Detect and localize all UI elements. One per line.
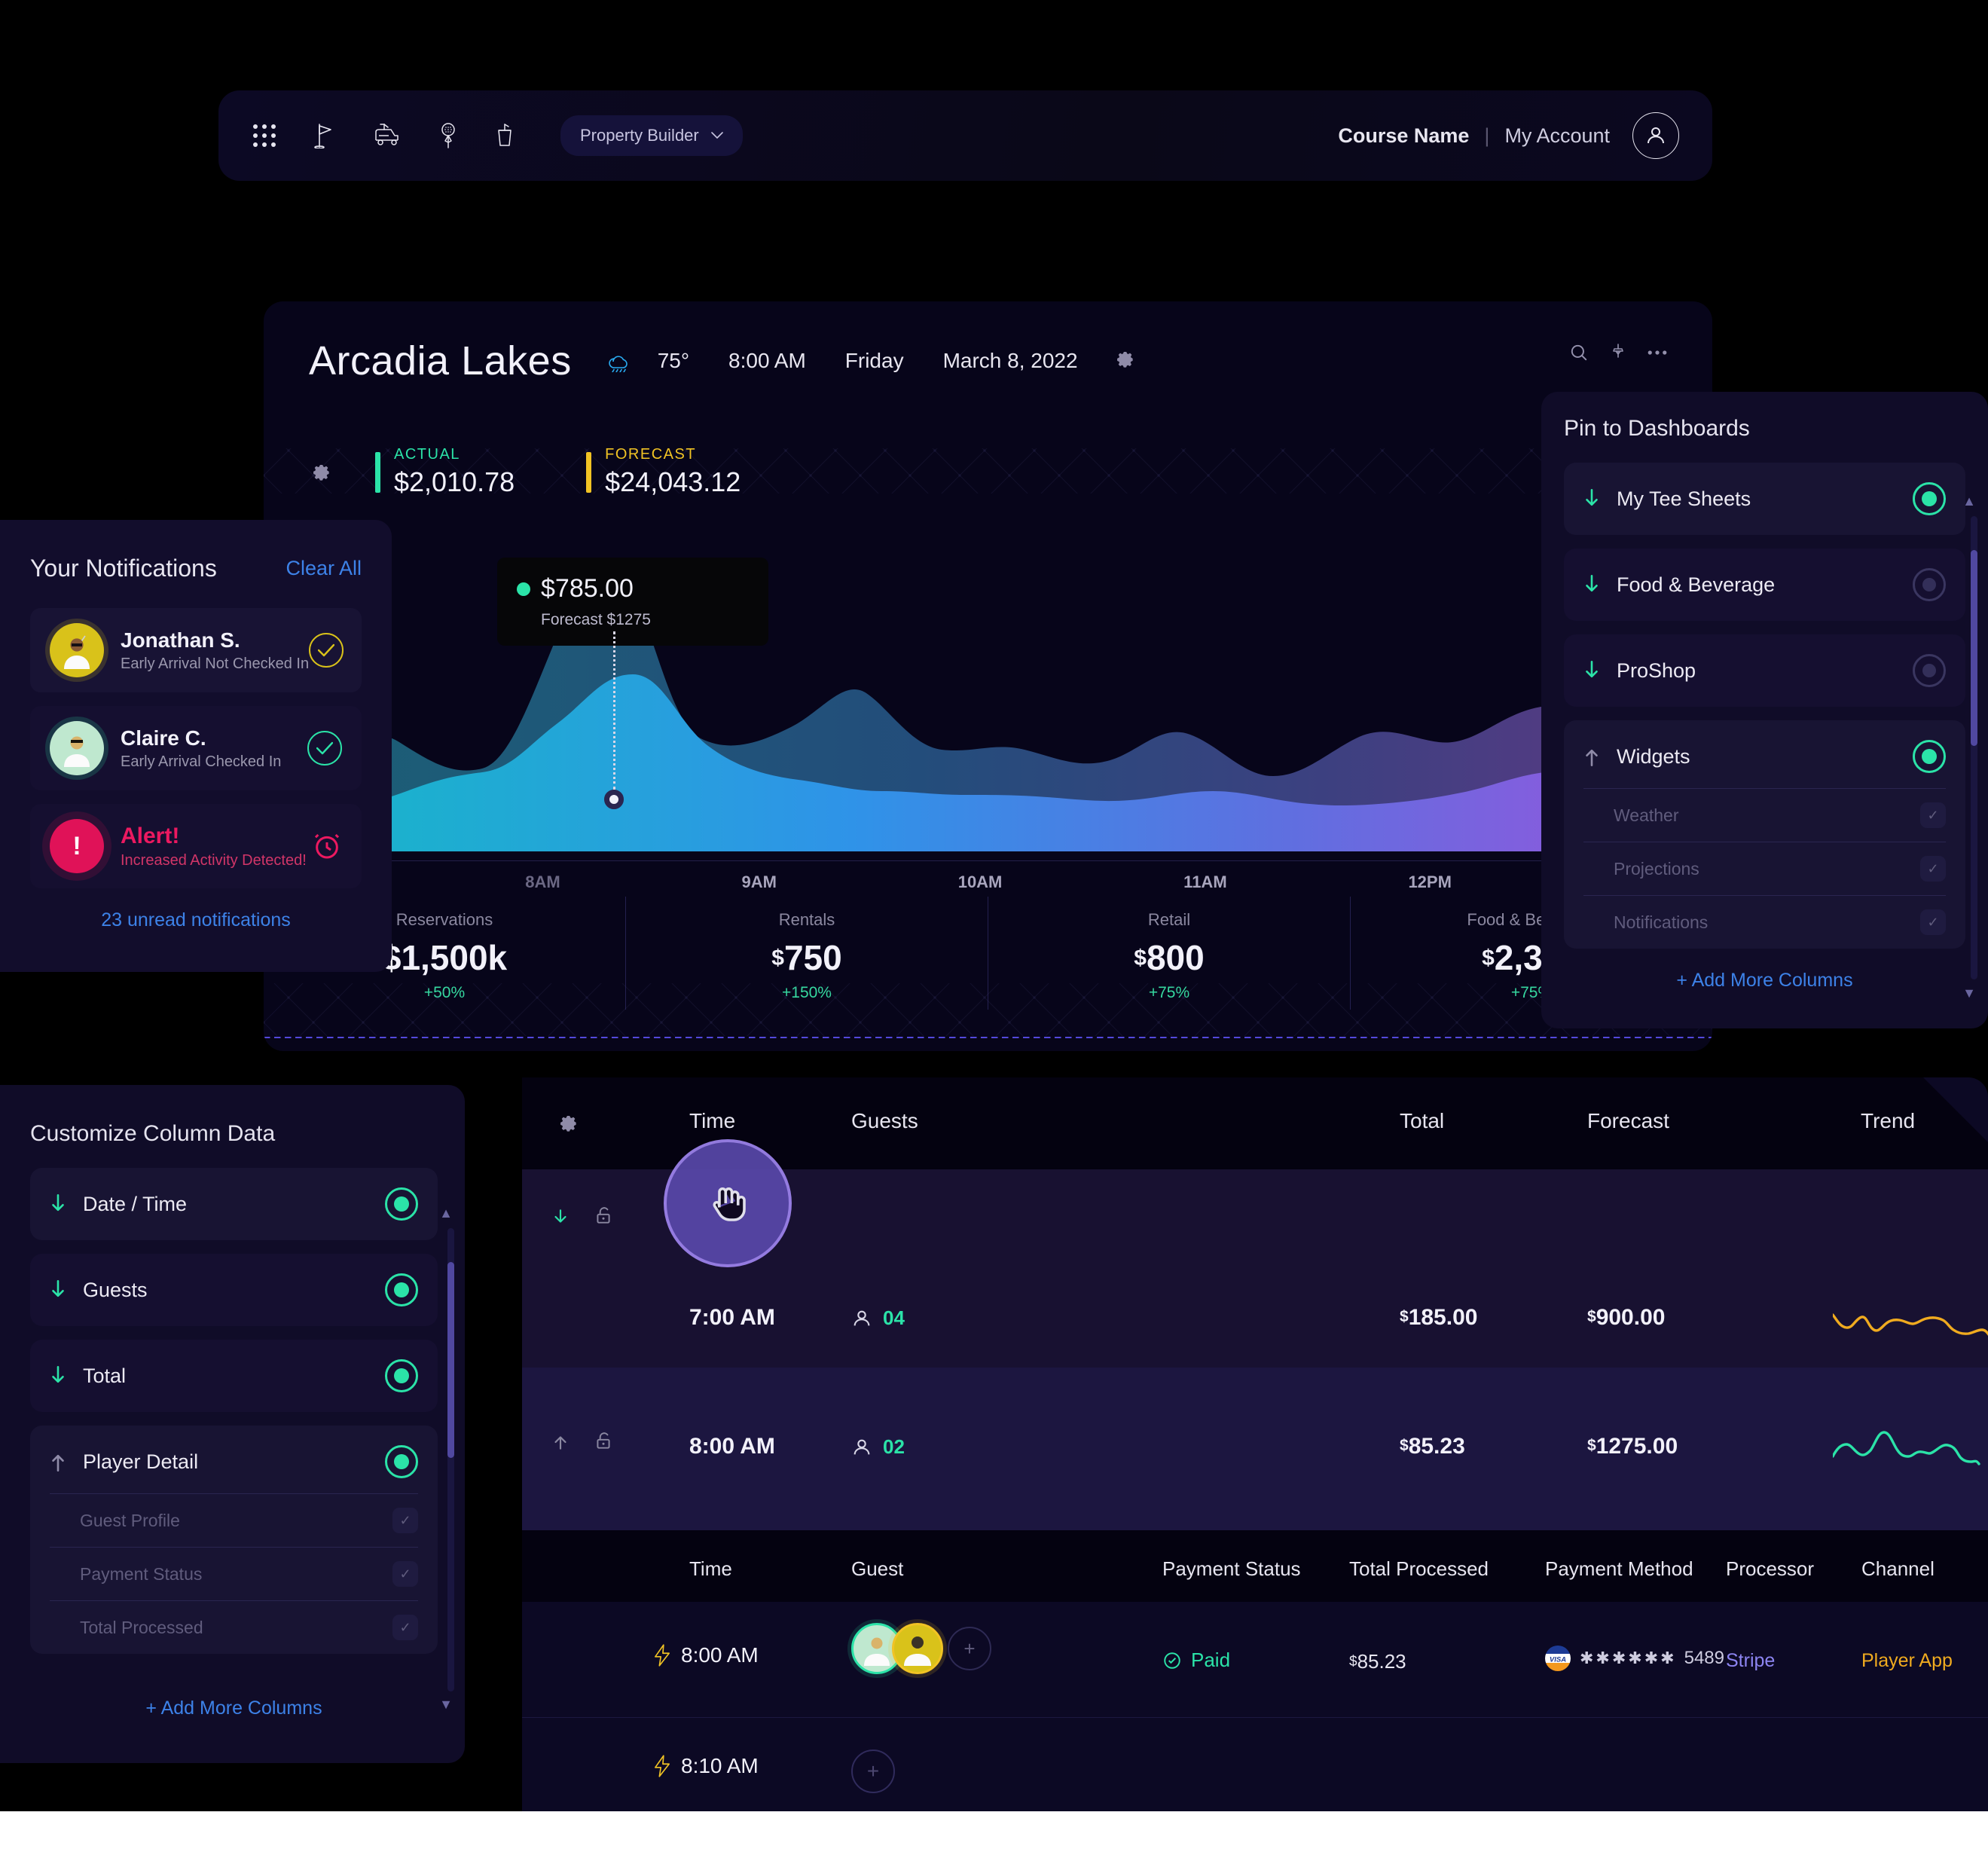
svg-text:VISA: VISA <box>1550 1656 1566 1664</box>
